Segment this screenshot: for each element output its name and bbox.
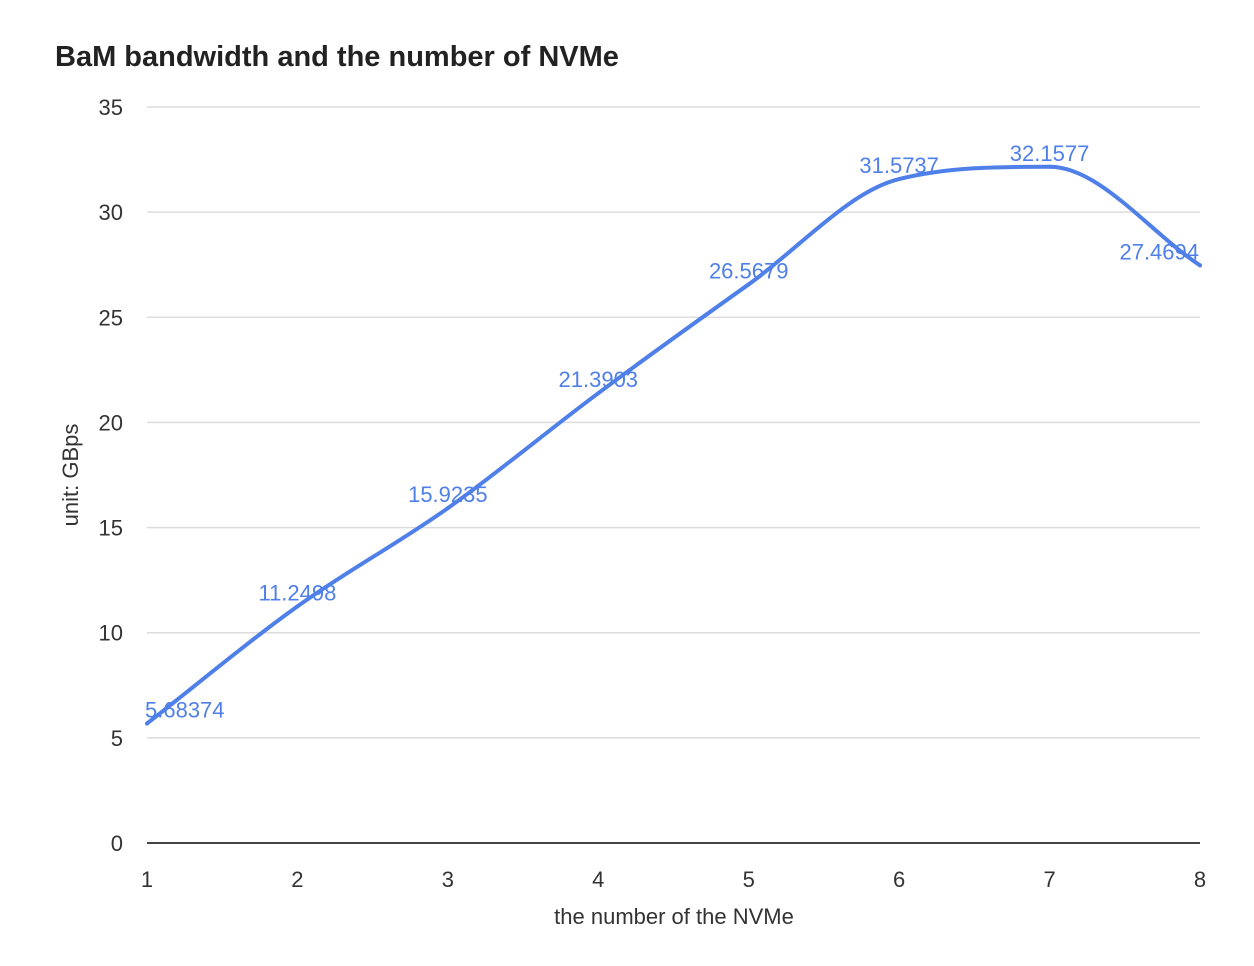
y-tick-label: 5 (111, 726, 123, 751)
y-tick-label: 15 (99, 516, 123, 541)
y-tick-label: 25 (99, 305, 123, 330)
y-tick-label: 35 (99, 95, 123, 120)
x-tick-label: 5 (743, 867, 755, 892)
data-point (1198, 263, 1202, 268)
x-axis-label: the number of the NVMe (554, 904, 794, 929)
data-label: 11.2498 (258, 580, 336, 605)
data-point (295, 604, 300, 609)
data-label: 21.3903 (559, 367, 639, 392)
y-tick-label: 30 (99, 200, 123, 225)
data-label: 27.4694 (1119, 239, 1199, 264)
data-point (445, 506, 450, 511)
data-point (145, 721, 149, 726)
data-label: 31.5737 (859, 153, 939, 178)
data-point (746, 282, 751, 287)
data-label: 15.9235 (408, 482, 488, 507)
series-line (145, 164, 1202, 726)
data-label: 5.68374 (145, 697, 225, 722)
data-label: 26.5679 (709, 258, 789, 283)
data-point (1047, 164, 1052, 169)
data-point (596, 391, 601, 396)
chart-title: BaM bandwidth and the number of NVMe (55, 41, 619, 73)
x-tick-label: 4 (592, 867, 604, 892)
x-tick-label: 8 (1194, 867, 1206, 892)
gridlines (147, 106, 1200, 739)
data-label: 32.1577 (1010, 141, 1090, 166)
x-tick-label: 6 (893, 867, 905, 892)
y-axis-label: unit: GBps (58, 424, 83, 527)
y-tick-label: 20 (99, 410, 123, 435)
y-axis-ticks: 0 5 10 15 20 25 30 35 (99, 95, 123, 856)
x-tick-label: 1 (141, 867, 153, 892)
series-group (145, 164, 1202, 726)
y-tick-label: 0 (111, 831, 123, 856)
y-tick-label: 10 (99, 621, 123, 646)
data-labels: 5.68374 11.2498 15.9235 21.3903 26.5679 31.57… (145, 141, 1199, 723)
data-point (897, 177, 902, 182)
x-axis-ticks: 1 2 3 4 5 6 7 8 (141, 867, 1206, 892)
x-tick-label: 7 (1043, 867, 1055, 892)
x-tick-label: 2 (291, 867, 303, 892)
x-tick-label: 3 (442, 867, 454, 892)
